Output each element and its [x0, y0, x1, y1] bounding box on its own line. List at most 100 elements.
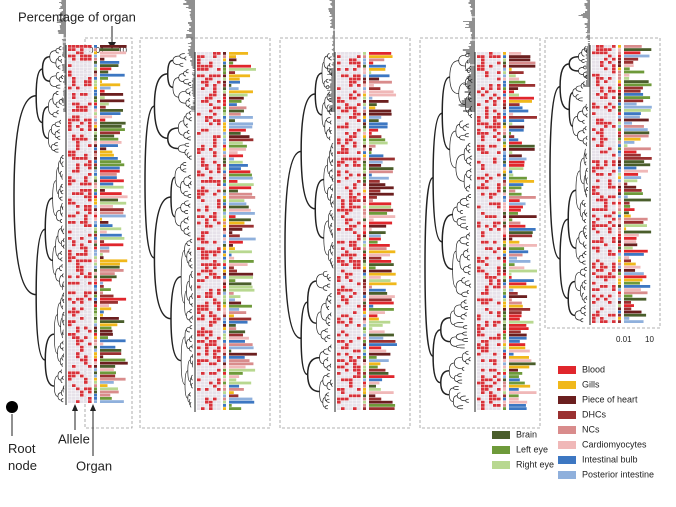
allele-cell: [341, 311, 345, 314]
allele-cell: [341, 93, 345, 97]
allele-cell: [349, 212, 353, 215]
organ-tag: [223, 282, 226, 286]
allele-cell: [489, 218, 493, 222]
branch: [329, 56, 332, 61]
allele-cell: [596, 61, 600, 64]
allele-cell: [72, 144, 76, 147]
allele-cell: [485, 404, 489, 407]
organ-tag: [94, 371, 97, 375]
organ-tag: [363, 266, 366, 270]
allele-cell: [72, 131, 76, 135]
allele-cell: [341, 90, 345, 94]
allele-cell: [213, 368, 217, 372]
organ-bar: [509, 58, 531, 62]
allele-cell: [497, 154, 501, 158]
organ-bar: [624, 185, 637, 189]
branch: [183, 227, 188, 235]
branch: [324, 394, 327, 402]
branch: [183, 115, 186, 126]
allele-cell: [217, 295, 221, 298]
allele-cell: [485, 103, 489, 106]
allele-cell: [84, 179, 88, 183]
allele-cell: [197, 205, 201, 209]
allele-cell: [76, 253, 80, 256]
allele-cell: [341, 285, 345, 289]
allele-cell: [209, 109, 213, 113]
allele-cell: [592, 86, 596, 90]
allele-cell: [345, 160, 349, 164]
allele-cell: [497, 327, 501, 330]
allele-cell: [349, 343, 353, 346]
allele-cell: [592, 179, 596, 183]
allele-cell: [596, 112, 600, 115]
organ-tag: [363, 253, 366, 257]
allele-cell: [197, 340, 201, 343]
allele-cell: [341, 157, 345, 161]
allele-cell: [197, 128, 201, 132]
allele-cell: [489, 327, 493, 330]
branch: [585, 153, 588, 159]
allele-cell: [217, 74, 221, 78]
allele-cell: [337, 234, 341, 238]
allele-cell: [205, 362, 209, 366]
allele-cell: [485, 320, 489, 324]
allele-cell: [481, 55, 485, 58]
allele-cell: [217, 336, 221, 340]
organ-bar: [229, 378, 237, 382]
organ-bar: [624, 144, 628, 147]
allele-cell: [477, 279, 481, 282]
allele-cell: [353, 96, 357, 100]
branch: [55, 209, 61, 222]
allele-cell: [88, 211, 92, 215]
allele-cell: [197, 215, 201, 218]
organ-bar: [229, 336, 249, 340]
allele-cell: [84, 397, 88, 400]
organ-tag: [223, 266, 226, 270]
branch: [582, 119, 585, 124]
organ-bar: [229, 80, 240, 84]
organ-tag: [223, 269, 226, 273]
allele-cell: [353, 176, 357, 180]
allele-cell: [493, 196, 497, 199]
branch: [579, 202, 583, 217]
allele-cell: [213, 157, 217, 161]
allele-cell: [349, 240, 353, 244]
organ-tag: [94, 365, 97, 368]
allele-cell: [481, 71, 485, 74]
allele-cell: [604, 86, 608, 90]
organ-bar: [229, 84, 232, 87]
branch: [61, 212, 63, 217]
allele-cell: [493, 218, 497, 222]
organ-bar: [229, 96, 244, 100]
branch: [572, 116, 578, 137]
allele-cell: [481, 336, 485, 340]
allele-cell: [205, 116, 209, 119]
allele-cell: [600, 86, 604, 90]
allele-cell: [489, 167, 493, 170]
allele-cell: [349, 359, 353, 362]
allele-cell: [357, 311, 361, 314]
allele-cell: [349, 250, 353, 254]
branch: [61, 97, 63, 102]
branch: [330, 160, 333, 166]
organ-tag: [503, 90, 506, 94]
branch: [462, 325, 468, 330]
allele-cell: [76, 320, 80, 323]
allele-cell: [205, 260, 209, 263]
organ-tag: [363, 311, 366, 314]
organ-bar: [369, 250, 396, 254]
organ-bar: [229, 74, 251, 78]
allele-cell: [497, 189, 501, 193]
branch: [185, 123, 189, 128]
branch: [331, 382, 333, 387]
allele-cell: [76, 393, 80, 397]
allele-cell: [497, 250, 501, 254]
allele-cell: [217, 64, 221, 68]
branch: [462, 125, 466, 131]
allele-cell: [485, 253, 489, 257]
allele-cell: [489, 381, 493, 385]
allele-cell: [68, 333, 72, 336]
organ-tag: [503, 64, 506, 68]
allele-cell: [489, 128, 493, 132]
allele-cell: [349, 234, 353, 238]
